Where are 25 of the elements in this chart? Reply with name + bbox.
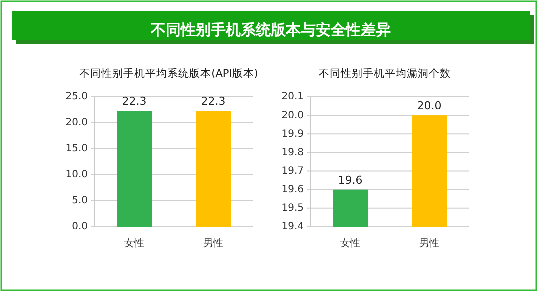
y-tick-label: 25.0 — [66, 92, 88, 103]
y-tick-label: 0.0 — [72, 222, 88, 233]
x-tick-label: 男性 — [204, 238, 224, 250]
y-tick-label: 5.0 — [72, 196, 88, 207]
y-tick-label: 19.4 — [282, 222, 304, 233]
y-tick-label: 19.5 — [282, 203, 304, 214]
data-label: 20.0 — [417, 100, 442, 113]
chart-title: 不同性别手机平均漏洞个数 — [319, 66, 451, 80]
chart-subtitle: 不同性别手机平均系统版本(API版本) — [80, 66, 258, 80]
chart-title: 不同性别手机系统版本与安全性差异 — [150, 21, 391, 40]
y-tick-label: 19.6 — [282, 184, 304, 196]
y-tick-label: 19.8 — [282, 147, 304, 158]
y-tick-label: 20.0 — [282, 110, 304, 122]
y-tick-label: 19.9 — [282, 128, 304, 140]
x-tick-label: 女性 — [340, 238, 360, 250]
data-label: 22.3 — [201, 95, 226, 108]
data-label: 22.3 — [122, 95, 147, 108]
x-tick-label: 男性 — [420, 238, 440, 250]
x-tick-label: 女性 — [124, 238, 144, 250]
y-tick-label: 15.0 — [66, 144, 88, 155]
y-tick-label: 10.0 — [66, 170, 88, 181]
data-label: 19.6 — [338, 174, 363, 187]
y-tick-label: 20.0 — [66, 118, 88, 129]
y-tick-label: 19.7 — [282, 166, 304, 178]
y-tick-label: 20.1 — [282, 92, 304, 103]
